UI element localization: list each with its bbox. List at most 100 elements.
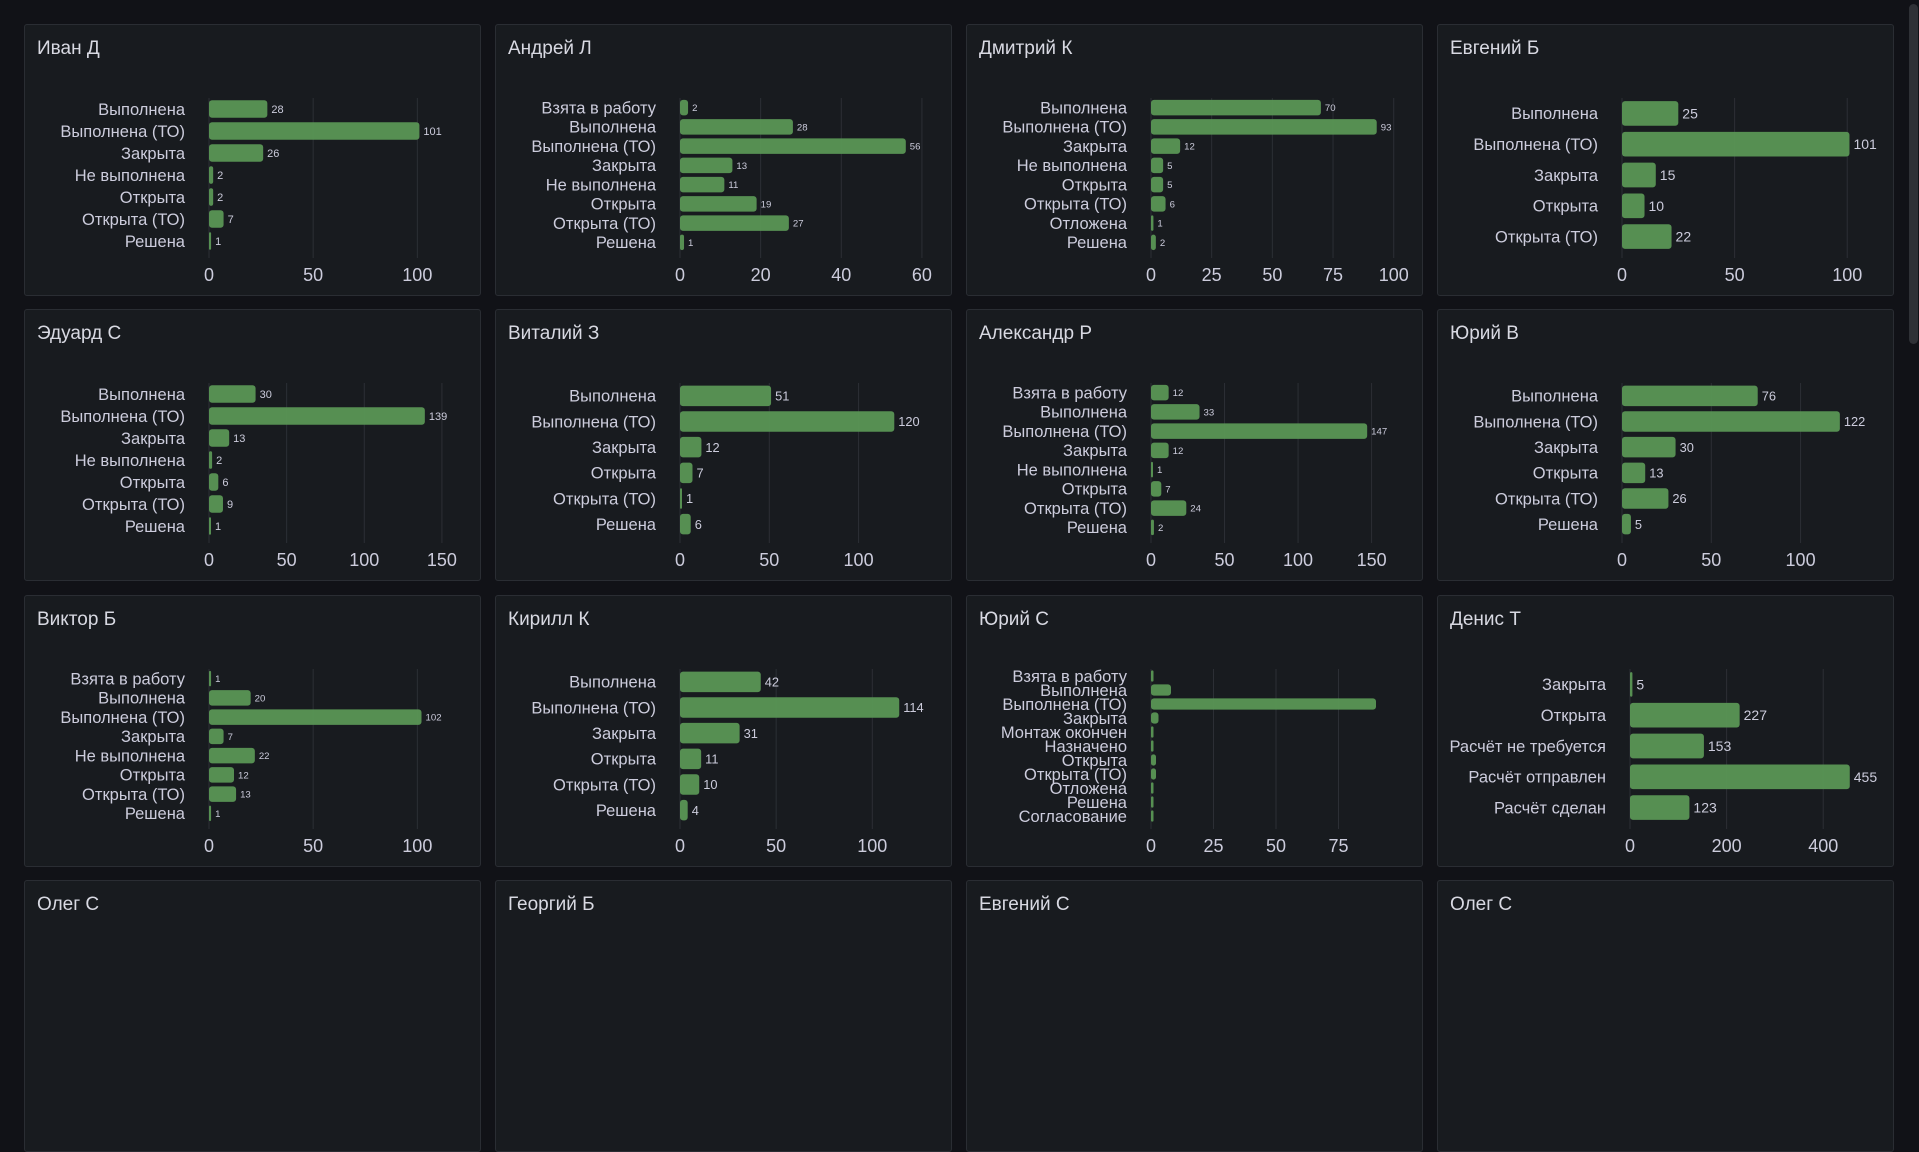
chart-panel[interactable]: 0 50 100 150 Выполнена 30 Выполнена (ТО) 139 Зак… xyxy=(24,309,481,581)
bar[interactable] xyxy=(1151,461,1153,478)
bar[interactable] xyxy=(1151,768,1156,780)
bar[interactable] xyxy=(1622,411,1840,432)
chart-panel[interactable]: 0 50 100 Выполнена 42 Выполнена (ТО) 114 Закрыт… xyxy=(495,595,952,867)
bar[interactable] xyxy=(1151,726,1154,738)
chart-panel[interactable]: Евгений С xyxy=(966,880,1423,1152)
bar[interactable] xyxy=(209,122,420,140)
chart-panel[interactable]: Георгий Б xyxy=(495,880,952,1152)
bar[interactable] xyxy=(209,670,212,687)
bar[interactable] xyxy=(209,100,268,118)
chart-panel[interactable]: 0 50 100 Взята в работу 1 Выполнена 20 Выполнен… xyxy=(24,595,481,867)
page-scrollbar[interactable] xyxy=(1909,4,1918,344)
chart-panel[interactable]: 0 25 50 75 100 Выполнена 70 Выполнена (ТО) 93 Зак… xyxy=(966,24,1423,296)
bar[interactable] xyxy=(1151,423,1368,439)
bar[interactable] xyxy=(209,232,212,250)
chart-panel[interactable]: 0 25 50 75 Взята в работу Выполнена Выполнена … xyxy=(966,595,1423,867)
chart-panel[interactable]: 0 20 40 60 Взята в работу 2 Выполнена 28 Выполне… xyxy=(495,24,952,296)
bar[interactable] xyxy=(1151,196,1166,212)
bar[interactable] xyxy=(680,119,793,135)
bar[interactable] xyxy=(1630,733,1704,759)
bar[interactable] xyxy=(209,144,264,162)
bar[interactable] xyxy=(680,138,906,154)
bar[interactable] xyxy=(1630,764,1850,790)
chart-panel[interactable]: 0 50 100 Выполнена 25 Выполнена (ТО) 101 Закрыт… xyxy=(1437,24,1894,296)
bar[interactable] xyxy=(680,215,789,231)
bar[interactable] xyxy=(1151,176,1164,193)
bar[interactable] xyxy=(1622,131,1850,157)
bar[interactable] xyxy=(1151,712,1159,724)
bar[interactable] xyxy=(1151,670,1154,682)
bar[interactable] xyxy=(209,728,224,745)
bar[interactable] xyxy=(209,517,211,535)
bar[interactable] xyxy=(680,99,689,116)
bar[interactable] xyxy=(1622,224,1672,249)
bar[interactable] xyxy=(209,429,230,447)
bar[interactable] xyxy=(1151,384,1169,401)
bar[interactable] xyxy=(1630,795,1690,820)
chart-panel[interactable]: Олег С xyxy=(24,880,481,1152)
bar[interactable] xyxy=(1622,436,1676,458)
bar[interactable] xyxy=(1151,481,1162,497)
bar[interactable] xyxy=(209,805,212,822)
bar[interactable] xyxy=(209,473,219,491)
chart-panel[interactable]: 0 50 100 Выполнена 76 Выполнена (ТО) 122 Закрыт… xyxy=(1437,309,1894,581)
bar[interactable] xyxy=(680,774,700,795)
bar[interactable] xyxy=(1151,698,1376,710)
bar[interactable] xyxy=(209,767,234,783)
bar[interactable] xyxy=(1630,702,1740,728)
bar[interactable] xyxy=(1622,462,1646,484)
bar[interactable] xyxy=(680,196,757,212)
chart-panel[interactable]: Олег С xyxy=(1437,880,1894,1152)
bar[interactable] xyxy=(1151,404,1200,420)
bar[interactable] xyxy=(680,234,685,251)
bar[interactable] xyxy=(1622,513,1631,535)
bar[interactable] xyxy=(680,157,733,174)
bar[interactable] xyxy=(209,709,422,725)
bar[interactable] xyxy=(209,495,223,513)
bar[interactable] xyxy=(1151,754,1156,766)
bar[interactable] xyxy=(680,722,740,744)
bar[interactable] xyxy=(1151,740,1154,752)
bar[interactable] xyxy=(209,690,251,706)
bar[interactable] xyxy=(680,799,688,821)
bar[interactable] xyxy=(1151,442,1169,459)
bar[interactable] xyxy=(1151,500,1187,516)
bar[interactable] xyxy=(680,176,725,193)
chart-panel[interactable]: 0 50 100 Выполнена 51 Выполнена (ТО) 120 Закрыт… xyxy=(495,309,952,581)
bar[interactable] xyxy=(1622,385,1758,407)
bar[interactable] xyxy=(1151,234,1156,251)
bar[interactable] xyxy=(209,786,237,802)
bar[interactable] xyxy=(680,385,772,407)
bar[interactable] xyxy=(680,462,693,484)
bar[interactable] xyxy=(680,411,895,432)
bar[interactable] xyxy=(680,513,691,535)
chart-panel[interactable]: 0 200 400 Закрыта 5 Открыта 227 Расчёт не требу… xyxy=(1437,595,1894,867)
bar[interactable] xyxy=(680,436,702,458)
bar[interactable] xyxy=(209,451,213,469)
bar[interactable] xyxy=(1151,215,1154,231)
bar[interactable] xyxy=(1151,138,1181,154)
bar[interactable] xyxy=(1151,157,1164,174)
bar[interactable] xyxy=(680,748,702,770)
bar[interactable] xyxy=(209,385,256,403)
bar[interactable] xyxy=(1151,810,1154,822)
bar[interactable] xyxy=(1151,519,1154,536)
bar[interactable] xyxy=(1622,193,1645,219)
chart-panel[interactable]: 0 50 100 150 Взята в работу 12 Выполнена 33 Выпо… xyxy=(966,309,1423,581)
bar[interactable] xyxy=(209,188,214,206)
chart-panel[interactable]: 0 50 100 Выполнена 28 Выполнена (ТО) 101 Закрыт… xyxy=(24,24,481,296)
bar[interactable] xyxy=(680,697,900,718)
bar[interactable] xyxy=(1151,684,1171,696)
bar[interactable] xyxy=(209,747,255,764)
bar[interactable] xyxy=(209,407,425,425)
bar[interactable] xyxy=(1630,672,1633,697)
bar[interactable] xyxy=(1151,119,1377,135)
bar[interactable] xyxy=(1622,488,1669,509)
bar[interactable] xyxy=(1622,162,1656,188)
bar[interactable] xyxy=(209,166,214,184)
bar[interactable] xyxy=(1151,782,1154,794)
bar[interactable] xyxy=(209,210,224,228)
bar[interactable] xyxy=(680,488,682,509)
bar[interactable] xyxy=(1151,796,1154,808)
bar[interactable] xyxy=(1151,99,1321,116)
